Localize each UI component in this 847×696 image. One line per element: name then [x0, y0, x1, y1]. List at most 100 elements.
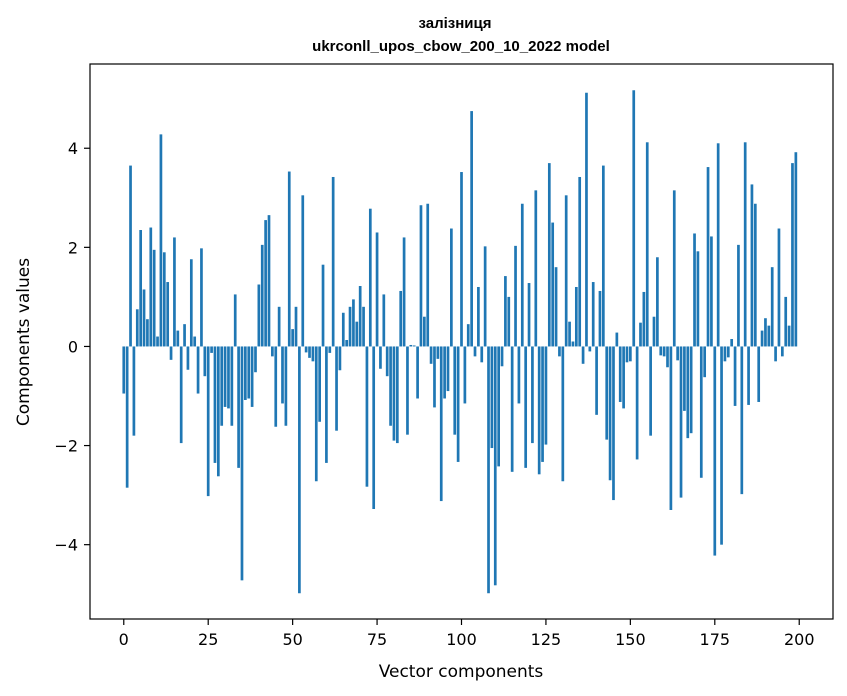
- bar-33: [233, 294, 237, 347]
- bar-133: [571, 341, 575, 347]
- y-tick-label: 2: [68, 238, 78, 257]
- y-tick-label: −4: [54, 536, 78, 555]
- bar-180: [730, 339, 734, 347]
- bar-81: [395, 346, 399, 444]
- bar-135: [578, 176, 582, 347]
- bar-16: [176, 330, 180, 347]
- bar-157: [652, 316, 656, 347]
- bar-162: [669, 346, 673, 510]
- bar-11: [159, 134, 163, 347]
- bar-145: [612, 346, 615, 501]
- bar-161: [666, 346, 669, 368]
- bar-118: [520, 203, 524, 347]
- bar-130: [561, 346, 565, 482]
- bar-59: [321, 264, 325, 347]
- bar-97: [450, 228, 453, 347]
- bar-110: [493, 346, 497, 586]
- y-axis-label: Components values: [14, 258, 34, 426]
- bar-95: [443, 346, 446, 399]
- bar-114: [507, 296, 511, 347]
- bar-31: [227, 346, 230, 409]
- bar-93: [436, 346, 440, 359]
- bar-117: [517, 346, 521, 404]
- bar-109: [490, 346, 494, 449]
- bar-134: [574, 286, 578, 347]
- bar-170: [696, 251, 700, 347]
- bar-190: [764, 318, 767, 347]
- bar-26: [210, 346, 213, 353]
- bar-36: [244, 346, 247, 400]
- x-tick-label: 25: [198, 630, 218, 649]
- bar-146: [615, 332, 619, 347]
- bar-38: [250, 346, 254, 407]
- bar-192: [770, 267, 774, 347]
- bar-102: [466, 324, 470, 347]
- bar-39: [254, 346, 257, 373]
- bar-50: [291, 329, 294, 347]
- bar-23: [200, 248, 203, 347]
- bar-101: [463, 346, 467, 404]
- bar-172: [703, 346, 707, 378]
- bar-17: [179, 346, 183, 444]
- x-tick-label: 200: [784, 630, 815, 649]
- bar-105: [477, 286, 480, 347]
- bar-112: [500, 346, 504, 367]
- bar-198: [791, 163, 794, 347]
- bar-3: [132, 346, 136, 436]
- bar-141: [598, 290, 602, 347]
- y-tick-label: −2: [54, 437, 78, 456]
- bar-167: [686, 346, 690, 439]
- bar-150: [629, 346, 632, 362]
- bar-87: [416, 346, 419, 399]
- bar-53: [301, 195, 305, 347]
- bar-49: [287, 171, 291, 347]
- bar-121: [531, 346, 534, 444]
- bar-10: [156, 336, 159, 347]
- bar-56: [311, 346, 315, 362]
- bar-14: [169, 346, 173, 360]
- bar-60: [325, 346, 328, 463]
- chart-title: залізниця: [418, 15, 491, 32]
- bar-24: [203, 346, 207, 377]
- bar-98: [453, 346, 457, 435]
- bar-195: [780, 346, 784, 357]
- bar-191: [767, 325, 771, 347]
- bar-86: [412, 345, 416, 347]
- bar-8: [149, 227, 153, 347]
- bar-106: [480, 346, 484, 363]
- bar-140: [595, 346, 598, 415]
- bar-43: [267, 215, 271, 347]
- bar-124: [541, 346, 544, 462]
- bar-199: [794, 152, 798, 347]
- bar-77: [382, 294, 386, 347]
- bar-70: [358, 286, 362, 347]
- bars-group: [122, 90, 798, 594]
- x-tick-label: 125: [531, 630, 562, 649]
- chart-subtitle: ukrconll_upos_cbow_200_10_2022 model: [312, 38, 610, 55]
- bar-48: [284, 346, 288, 426]
- bar-90: [426, 203, 430, 347]
- bar-108: [487, 346, 490, 594]
- bar-68: [352, 299, 355, 347]
- bar-40: [257, 284, 261, 347]
- bar-104: [473, 346, 477, 357]
- bar-19: [186, 346, 190, 370]
- bar-156: [649, 346, 652, 436]
- bar-32: [230, 346, 234, 426]
- bar-158: [656, 257, 659, 347]
- bar-120: [527, 283, 531, 347]
- bar-7: [146, 319, 149, 347]
- bar-42: [264, 220, 267, 347]
- bar-188: [757, 346, 761, 402]
- bar-35: [240, 346, 244, 581]
- bar-171: [699, 346, 703, 478]
- bar-21: [193, 336, 197, 347]
- y-tick-label: 0: [68, 337, 78, 356]
- bar-197: [787, 325, 791, 347]
- bar-116: [514, 245, 517, 347]
- bar-175: [713, 346, 717, 556]
- bar-76: [379, 346, 382, 369]
- x-axis-ticks: 0 25 50 75 100 125 150 175 200: [119, 619, 815, 649]
- bar-64: [338, 346, 342, 371]
